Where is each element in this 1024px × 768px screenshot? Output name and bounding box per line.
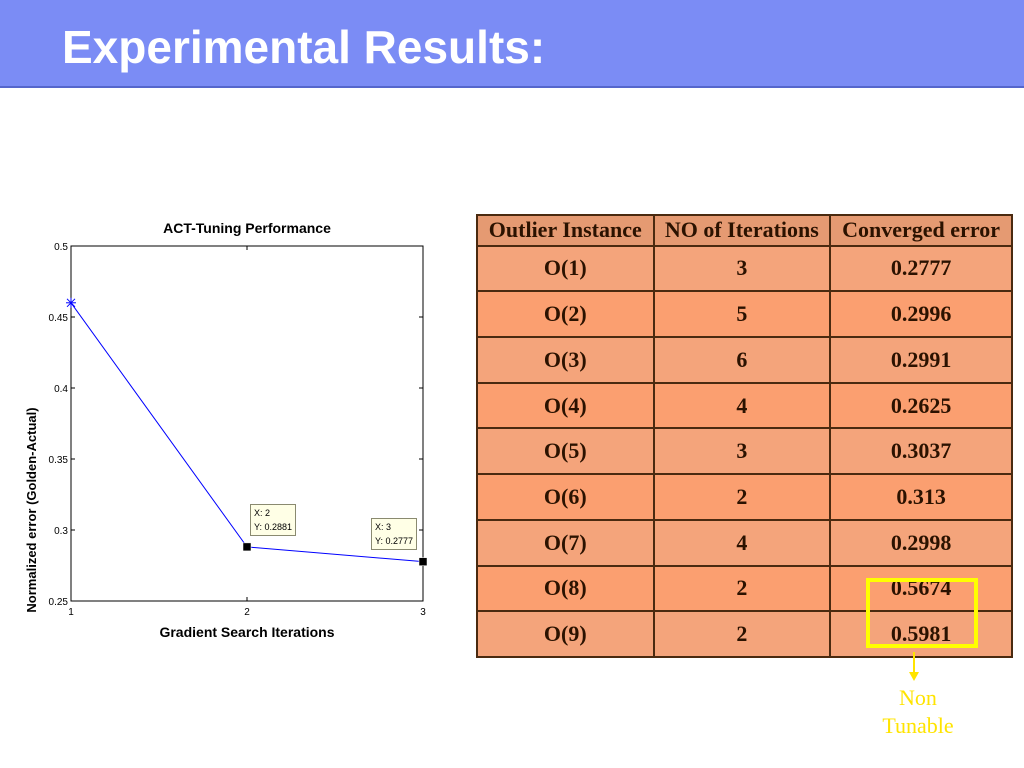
chart-canvas: 0.25 0.3 0.35 0.4 0.45 0.5 1 2 3 [49, 242, 428, 618]
table-header-row: Outlier Instance NO of Iterations Conver… [476, 214, 1013, 247]
data-point-2 [242, 542, 252, 552]
cell-iterations: 4 [652, 518, 832, 567]
cell-iterations: 3 [652, 244, 832, 293]
x-tick-label: 1 [68, 607, 74, 618]
table-row: O(9) 2 0.5981 [476, 610, 1013, 658]
datatip-y-value: Y: 0.2881 [254, 522, 293, 532]
chart-title: ACT-Tuning Performance [163, 220, 331, 236]
cell-instance: O(7) [476, 518, 655, 567]
cell-instance: O(8) [476, 564, 655, 613]
header-iterations: NO of Iterations [652, 214, 832, 247]
y-tick-label: 0.45 [49, 313, 69, 324]
line-chart: 0.25 0.3 0.35 0.4 0.45 0.5 1 2 3 ACT-Tuning Perf… [20, 212, 440, 652]
datatip-point-3: X: 3 Y: 0.2777 [371, 518, 418, 550]
cell-iterations: 2 [652, 610, 832, 658]
title-bar: Experimental Results: [0, 0, 1024, 86]
datatip-x-value: X: 3 [375, 522, 392, 532]
cell-error: 0.313 [829, 473, 1013, 521]
cell-instance: O(5) [476, 427, 655, 476]
table-row: O(5) 3 0.3037 [476, 427, 1013, 476]
datatip-y-value: Y: 0.2777 [375, 536, 414, 546]
data-point-3 [418, 557, 428, 566]
cell-error: 0.2998 [829, 518, 1013, 567]
table-row: O(3) 6 0.2991 [476, 336, 1013, 384]
non-tunable-label-line-2: Tunable [882, 712, 954, 738]
slide-title: Experimental Results: [62, 21, 546, 73]
cell-instance: O(6) [476, 473, 655, 521]
table-row: O(2) 5 0.2996 [476, 290, 1013, 338]
table-row: O(8) 2 0.5674 [476, 564, 1013, 613]
cell-instance: O(2) [476, 290, 655, 338]
cell-error: 0.3037 [829, 427, 1013, 476]
x-tick-label: 3 [420, 607, 426, 618]
chart-y-axis-label: Normalized error (Golden-Actual) [24, 407, 39, 613]
cell-instance: O(3) [476, 336, 655, 384]
cell-error: 0.2991 [829, 336, 1013, 384]
cell-error: 0.2625 [829, 381, 1013, 430]
header-outlier-instance: Outlier Instance [476, 214, 655, 247]
cell-instance: O(9) [476, 610, 655, 658]
y-tick-label: 0.5 [54, 242, 68, 253]
table-row: O(6) 2 0.313 [476, 473, 1013, 521]
cell-error: 0.5674 [829, 564, 1013, 613]
header-converged-error: Converged error [829, 214, 1013, 247]
non-tunable-label-line-1: Non [899, 685, 937, 710]
data-point-1 [66, 297, 76, 308]
cell-iterations: 3 [652, 427, 832, 476]
non-tunable-label: Non Tunable [858, 684, 978, 739]
table-row: O(7) 4 0.2998 [476, 518, 1013, 567]
callout-arrow-icon [909, 652, 919, 681]
y-tick-label: 0.35 [49, 455, 69, 466]
table-row: O(1) 3 0.2777 [476, 244, 1013, 293]
cell-error: 0.2996 [829, 290, 1013, 338]
datatip-point-2: X: 2 Y: 0.2881 [250, 504, 297, 536]
y-tick-label: 0.3 [54, 526, 68, 537]
x-tick-label: 2 [244, 607, 250, 618]
results-table: Outlier Instance NO of Iterations Conver… [476, 214, 1013, 658]
title-divider [0, 86, 1024, 88]
cell-iterations: 5 [652, 290, 832, 338]
cell-iterations: 4 [652, 381, 832, 430]
cell-iterations: 6 [652, 336, 832, 384]
non-tunable-highlight-box [866, 578, 978, 648]
y-tick-label: 0.4 [54, 384, 68, 395]
cell-error: 0.5981 [829, 610, 1013, 658]
datatip-x-value: X: 2 [254, 508, 271, 518]
y-tick-label: 0.25 [49, 597, 69, 608]
table-row: O(4) 4 0.2625 [476, 381, 1013, 430]
cell-instance: O(1) [476, 244, 655, 293]
cell-iterations: 2 [652, 473, 832, 521]
cell-iterations: 2 [652, 564, 832, 613]
cell-error: 0.2777 [829, 244, 1013, 293]
cell-instance: O(4) [476, 381, 655, 430]
chart-x-axis-label: Gradient Search Iterations [159, 624, 335, 640]
plot-area [70, 245, 424, 602]
